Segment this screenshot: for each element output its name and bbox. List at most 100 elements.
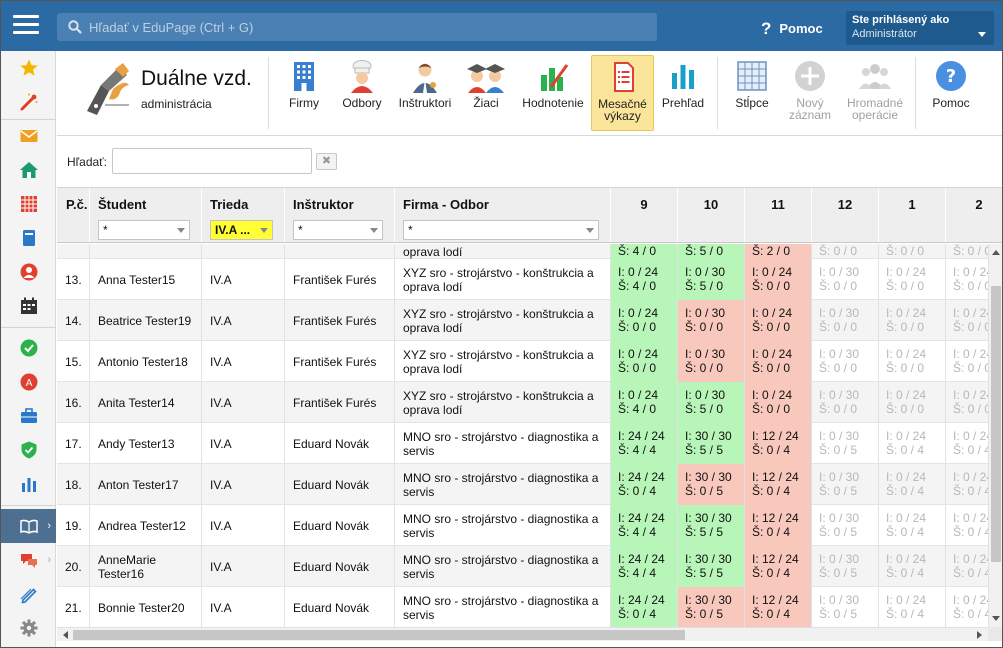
horizontal-scrollbar[interactable] [57, 627, 988, 641]
month-report-cell[interactable]: I: 0 / 30 Š: 5 / 0 [678, 382, 745, 423]
column-header-month[interactable]: 1 [879, 188, 946, 242]
scroll-right-icon[interactable] [977, 631, 982, 639]
global-search[interactable] [57, 13, 657, 41]
sidebar-item-settings[interactable] [1, 611, 56, 645]
month-report-cell[interactable]: I: 12 / 24 Š: 0 / 4 [745, 505, 812, 546]
filter-search-input[interactable] [112, 148, 312, 174]
clear-filter-button[interactable]: ✖ [316, 153, 337, 170]
month-report-cell[interactable]: I: 0 / 24Š: 0 / 4 [946, 587, 988, 627]
column-header-month[interactable]: 10 [678, 188, 745, 242]
month-report-cell[interactable]: I: 24 / 24 Š: 4 / 4 [611, 505, 678, 546]
table-row[interactable]: 21. Bonnie Tester20 IV.A Eduard Novák MNO sr… [57, 587, 988, 627]
month-report-cell[interactable]: I: 0 / 30 Š: 0 / 0 [812, 300, 879, 341]
help-link[interactable]: ? Pomoc [761, 18, 823, 38]
toolbar-bulk-operations-button[interactable]: Hromadné operácie [843, 55, 907, 131]
vertical-scrollbar[interactable] [988, 244, 1002, 627]
month-report-cell[interactable]: I: 0 / 30 Š: 0 / 5 [812, 505, 879, 546]
sidebar-item-book[interactable] [1, 221, 56, 255]
month-report-cell[interactable]: I: 0 / 30 Š: 0 / 5 [812, 423, 879, 464]
month-report-cell[interactable]: I: 0 / 24Š: 0 / 0 [946, 300, 988, 341]
column-header-month[interactable]: 9 [611, 188, 678, 242]
table-row[interactable]: 17. Andy Tester13 IV.A Eduard Novák MNO sro … [57, 423, 988, 464]
toolbar-grading-button[interactable]: Hodnotenie [519, 55, 587, 131]
column-header-month[interactable]: 12 [812, 188, 879, 242]
scroll-left-icon[interactable] [63, 631, 68, 639]
sidebar-item-security[interactable] [1, 433, 56, 467]
column-header-class[interactable]: Trieda IV.A ... [202, 188, 285, 242]
month-report-cell[interactable]: I: 24 / 24 Š: 0 / 4 [611, 464, 678, 505]
month-report-cell[interactable]: Š: 0 / 0 [946, 244, 988, 259]
toolbar-monthly-reports-button[interactable]: Mesačné výkazy [591, 55, 654, 131]
month-report-cell[interactable]: I: 0 / 24Š: 0 / 4 [946, 464, 988, 505]
sidebar-item-grades[interactable]: A [1, 365, 56, 399]
toolbar-firms-button[interactable]: Firmy [279, 55, 329, 131]
sidebar-item-dual-education[interactable]: › [1, 509, 56, 543]
sidebar-item-timetable[interactable] [1, 187, 56, 221]
month-report-cell[interactable]: I: 0 / 24Š: 0 / 0 [946, 341, 988, 382]
month-report-cell[interactable]: I: 0 / 30 Š: 0 / 0 [812, 341, 879, 382]
month-report-cell[interactable]: I: 30 / 30 Š: 0 / 5 [678, 464, 745, 505]
table-row[interactable]: 18. Anton Tester17 IV.A Eduard Novák MNO sro… [57, 464, 988, 505]
column-header-firm[interactable]: Firma - Odbor * [395, 188, 611, 242]
sidebar-item-messages[interactable] [1, 119, 56, 153]
month-report-cell[interactable]: I: 24 / 24 Š: 4 / 4 [611, 423, 678, 464]
sidebar-item-attendance[interactable] [1, 331, 56, 365]
column-header-instructor[interactable]: Inštruktor * [285, 188, 395, 242]
month-report-cell[interactable]: I: 0 / 30 Š: 0 / 5 [812, 546, 879, 587]
month-report-cell[interactable]: Š: 4 / 0 [611, 244, 678, 259]
column-header-student[interactable]: Študent * [90, 188, 202, 242]
scrollbar-thumb[interactable] [73, 630, 685, 640]
table-row[interactable]: 15. Antonio Tester18 IV.A František Furés XY… [57, 341, 988, 382]
column-header-month[interactable]: 11 [745, 188, 812, 242]
table-row[interactable]: 20. AnneMarie Tester16 IV.A Eduard Novák MNO… [57, 546, 988, 587]
hamburger-menu-icon[interactable] [13, 15, 39, 37]
month-report-cell[interactable]: Š: 0 / 0 [812, 244, 879, 259]
sidebar-item-briefcase[interactable] [1, 399, 56, 433]
table-row[interactable]: 13. Anna Tester15 IV.A František Furés XYZ s… [57, 259, 988, 300]
toolbar-fields-button[interactable]: Odbory [337, 55, 387, 131]
month-report-cell[interactable]: I: 0 / 30 Š: 0 / 0 [678, 341, 745, 382]
month-report-cell[interactable]: I: 12 / 24 Š: 0 / 4 [745, 587, 812, 627]
toolbar-columns-button[interactable]: Stĺpce [727, 55, 777, 131]
column-header-no[interactable]: P.č. [57, 188, 90, 242]
sidebar-item-favorites[interactable] [1, 51, 56, 85]
month-report-cell[interactable]: I: 0 / 24 Š: 4 / 0 [611, 259, 678, 300]
toolbar-instructors-button[interactable]: Inštruktori [393, 55, 457, 131]
month-report-cell[interactable]: I: 0 / 24Š: 0 / 4 [946, 423, 988, 464]
month-report-cell[interactable]: I: 24 / 24 Š: 0 / 4 [611, 587, 678, 627]
month-report-cell[interactable]: I: 24 / 24 Š: 4 / 4 [611, 546, 678, 587]
month-report-cell[interactable]: I: 0 / 24Š: 0 / 0 [946, 259, 988, 300]
scroll-down-icon[interactable] [992, 616, 1000, 621]
sidebar-item-wizard[interactable] [1, 85, 56, 119]
month-report-cell[interactable]: Š: 5 / 0 [678, 244, 745, 259]
sidebar-item-chat[interactable]: › [1, 543, 56, 577]
month-report-cell[interactable]: I: 0 / 24Š: 0 / 0 [946, 382, 988, 423]
student-filter-select[interactable]: * [98, 220, 190, 240]
sidebar-item-home[interactable] [1, 153, 56, 187]
month-report-cell[interactable]: I: 30 / 30 Š: 0 / 5 [678, 587, 745, 627]
sidebar-item-stats[interactable] [1, 467, 56, 501]
month-report-cell[interactable]: I: 0 / 30 Š: 0 / 0 [678, 300, 745, 341]
toolbar-students-button[interactable]: Žiaci [461, 55, 511, 131]
month-report-cell[interactable]: I: 0 / 24 Š: 4 / 0 [611, 382, 678, 423]
month-report-cell[interactable]: I: 12 / 24 Š: 0 / 4 [745, 546, 812, 587]
month-report-cell[interactable]: Š: 0 / 0 [879, 244, 946, 259]
month-report-cell[interactable]: I: 0 / 24Š: 0 / 4 [946, 546, 988, 587]
month-report-cell[interactable]: I: 0 / 30 Š: 0 / 0 [812, 259, 879, 300]
month-report-cell[interactable]: I: 12 / 24 Š: 0 / 4 [745, 464, 812, 505]
firm-filter-select[interactable]: * [403, 220, 599, 240]
month-report-cell[interactable]: I: 0 / 30 Š: 5 / 0 [678, 259, 745, 300]
